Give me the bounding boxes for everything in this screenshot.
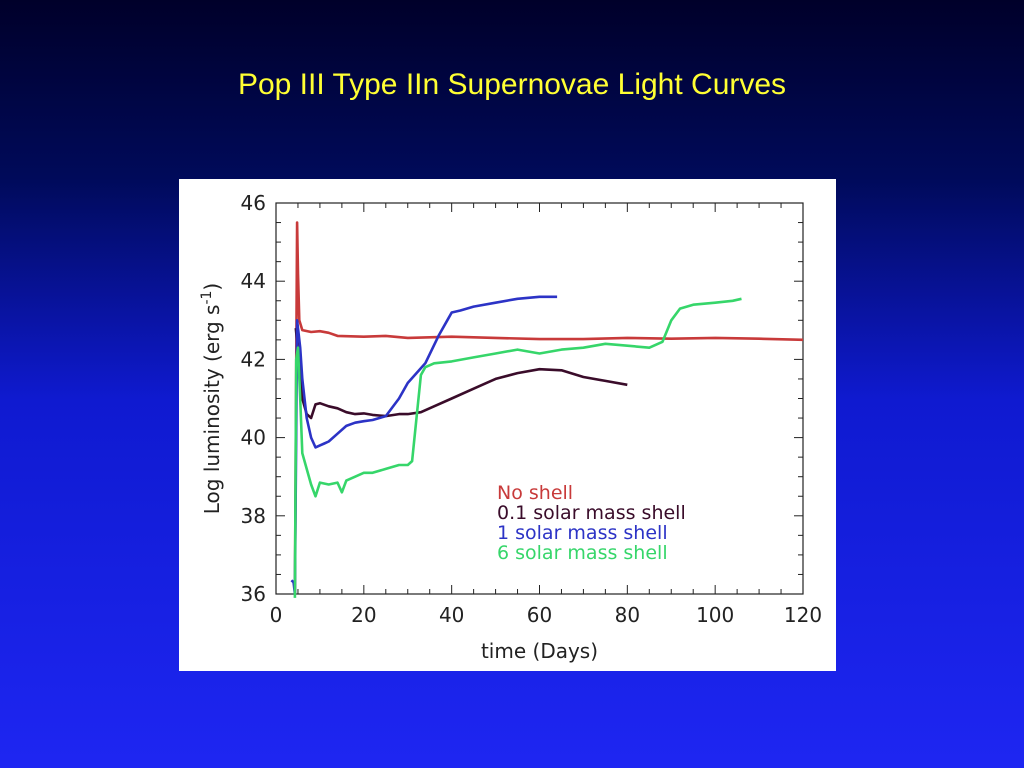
y-axis-label-exponent: -1 — [199, 291, 215, 305]
y-tick-label: 38 — [241, 504, 266, 528]
x-tick-label: 20 — [351, 603, 376, 627]
series-line-2 — [290, 295, 558, 596]
series-line-1 — [294, 327, 628, 420]
x-tick-label: 60 — [527, 603, 552, 627]
legend-entry-3: 6 solar mass shell — [497, 542, 668, 564]
x-tick-label: 120 — [784, 603, 822, 627]
y-tick-label: 46 — [241, 191, 266, 215]
y-tick-label: 44 — [241, 269, 266, 293]
y-tick-label: 36 — [241, 582, 266, 606]
chart-panel: 0 20 40 60 80 100 120 36 38 40 42 44 46 time (Days) … — [179, 179, 836, 671]
y-tick-label: 40 — [241, 426, 266, 450]
legend-entry-1: 0.1 solar mass shell — [497, 502, 686, 524]
y-axis-label: Log luminosity (erg s-1) — [199, 283, 224, 515]
slide-title: Pop III Type IIn Supernovae Light Curves — [237, 68, 787, 101]
series-line-3 — [293, 297, 742, 598]
y-tick-label: 42 — [241, 347, 266, 371]
y-axis-label-main: Log luminosity (erg s — [200, 305, 224, 515]
x-tick-label: 100 — [696, 603, 734, 627]
x-tick-label: 40 — [439, 603, 464, 627]
x-tick-label: 0 — [270, 603, 283, 627]
y-axis-label-suffix: ) — [200, 283, 224, 291]
series-line-0 — [293, 221, 804, 595]
legend-entry-2: 1 solar mass shell — [497, 522, 668, 544]
legend-entry-0: No shell — [497, 482, 573, 504]
x-axis-label: time (Days) — [481, 639, 598, 663]
x-tick-label: 80 — [615, 603, 640, 627]
